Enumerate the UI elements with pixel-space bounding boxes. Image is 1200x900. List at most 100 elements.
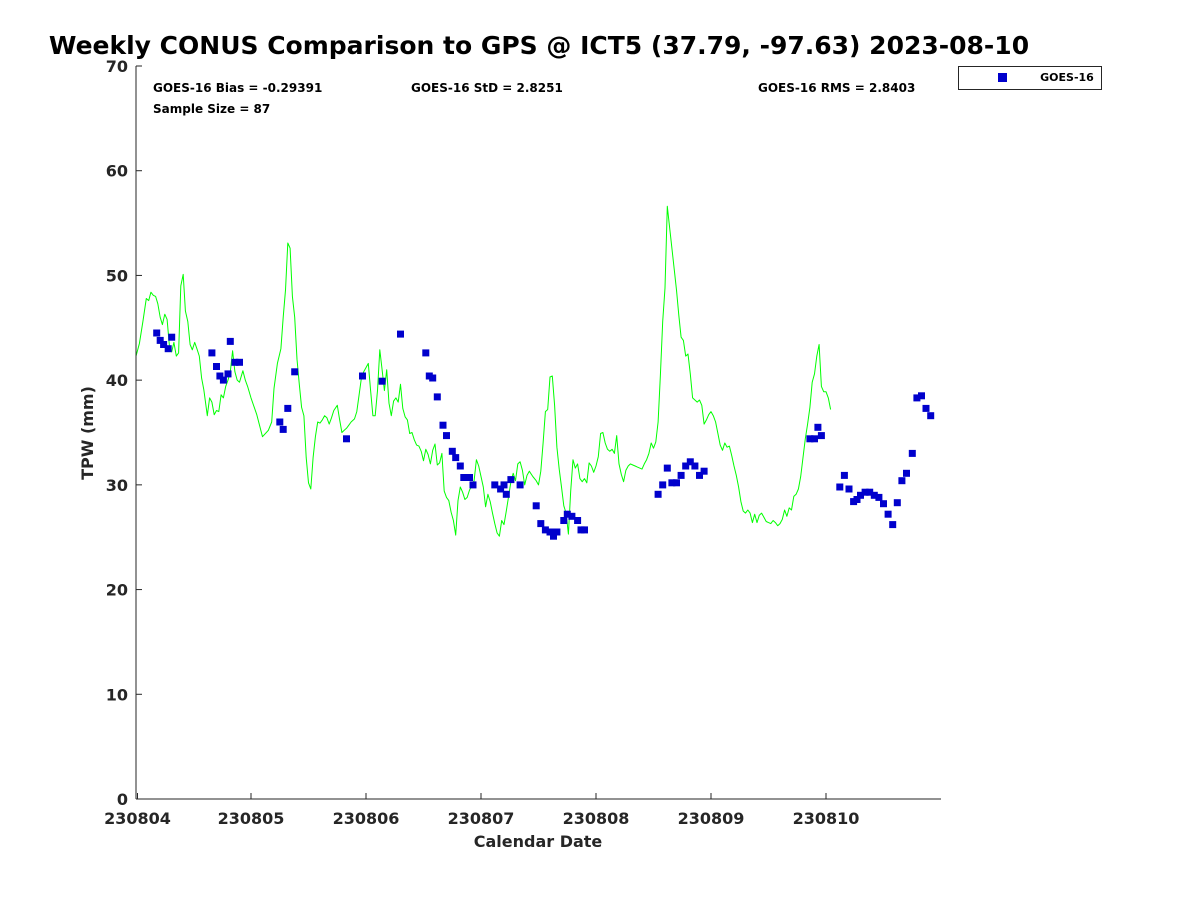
goes-16-point (224, 370, 232, 378)
goes-16-point (918, 392, 925, 400)
x-tick-label: 230805 (218, 809, 285, 828)
goes-16-point (279, 425, 287, 433)
goes-16-point (168, 333, 176, 341)
goes-16-point (581, 526, 588, 534)
goes-16-point (226, 337, 234, 345)
goes-16-point (359, 372, 366, 380)
x-tick-label: 230806 (333, 809, 400, 828)
goes-16-point (853, 496, 861, 503)
goes-16-point (893, 499, 901, 507)
goes-16-point (208, 349, 216, 357)
y-tick-label: 30 (106, 476, 128, 495)
x-tick-label: 230809 (678, 809, 745, 828)
y-tick-label: 60 (106, 162, 128, 181)
goes-16-point (491, 481, 499, 489)
goes-16-point (378, 377, 386, 385)
goes-16-point (811, 435, 818, 443)
goes-16-point (700, 467, 708, 475)
goes-16-point (673, 479, 680, 487)
goes-16-point (840, 471, 848, 479)
goes-16-point (422, 349, 430, 357)
goes-16-point (397, 330, 404, 338)
goes-16-point (870, 491, 878, 499)
goes-16-point (884, 510, 892, 518)
goes-16-point (156, 336, 164, 344)
goes-16-point (857, 491, 864, 499)
goes-16-point (913, 394, 921, 402)
goes-16-point (668, 479, 676, 487)
x-tick-label: 230804 (104, 809, 171, 828)
goes-16-point (507, 476, 515, 484)
goes-16-point (532, 502, 540, 510)
goes-16-point (160, 341, 168, 348)
y-axis-label: TPW (mm) (78, 386, 97, 480)
goes-16-point (568, 512, 576, 520)
goes-16-point (460, 474, 468, 481)
goes-16-point (502, 490, 510, 498)
bias-stat: GOES-16 Bias = -0.29391 (153, 81, 322, 95)
goes-16-point (443, 432, 450, 440)
goes-16-point (469, 481, 477, 489)
goes-16-point (836, 483, 844, 491)
goes-16-point (817, 432, 825, 440)
goes-16-point (682, 462, 690, 470)
goes-16-point (560, 517, 568, 524)
x-tick-label: 230807 (448, 809, 515, 828)
goes-16-point (654, 490, 662, 498)
goes-16-point (814, 423, 822, 431)
goes-16-point (663, 464, 671, 472)
goes-16-point (696, 471, 703, 479)
gps-line (135, 205, 832, 537)
goes-16-point (686, 458, 694, 466)
goes-16-point (497, 485, 505, 493)
gps-series (135, 205, 832, 537)
x-ticks: 230804 230805 230806 230807 230808 230809 2308… (104, 793, 859, 828)
goes-16-point (880, 500, 887, 508)
goes-16-point (875, 493, 883, 501)
goes-16-point (284, 404, 292, 412)
y-tick-label: 70 (106, 57, 128, 76)
goes-16-series (153, 329, 935, 540)
goes-16-point (433, 393, 441, 401)
goes-16-point (861, 488, 869, 496)
goes-16-point (553, 528, 561, 536)
goes-16-point (908, 449, 916, 457)
y-tick-label: 0 (117, 790, 128, 809)
chart-title: Weekly CONUS Comparison to GPS @ ICT5 (3… (49, 31, 1029, 60)
goes-16-point (343, 435, 350, 443)
goes-16-point (276, 418, 284, 426)
goes-16-point (691, 462, 699, 470)
goes-16-point (574, 517, 582, 524)
goes-16-point (677, 471, 685, 479)
x-tick-label: 230808 (563, 809, 630, 828)
goes-16-point (213, 363, 220, 370)
goes-16-point (866, 488, 874, 496)
x-tick-label: 230810 (793, 809, 860, 828)
goes-16-point (291, 368, 299, 376)
goes-16-point (659, 481, 667, 489)
x-axis-label: Calendar Date (474, 832, 603, 851)
y-tick-label: 10 (106, 685, 128, 704)
goes-16-point (537, 520, 545, 528)
goes-16-point (546, 528, 554, 536)
goes-16-point (898, 477, 906, 485)
goes-16-point (448, 447, 456, 455)
axes: 0 10 20 30 40 50 60 70 230804 230805 230806 230807… (104, 57, 941, 828)
goes-16-point (516, 481, 524, 489)
goes-16-point (889, 521, 897, 529)
std-stat: GOES-16 StD = 2.8251 (411, 81, 563, 95)
goes-16-point (231, 358, 239, 366)
goes-16-point (541, 526, 549, 534)
goes-16-point (219, 376, 227, 384)
goes-16-point (466, 474, 473, 481)
goes-16-point (903, 469, 910, 477)
goes-16-point (845, 485, 853, 493)
goes-16-point (922, 404, 930, 412)
goes-16-point (456, 462, 464, 470)
legend: GOES-16 (958, 66, 1102, 90)
goes-16-point (452, 454, 460, 462)
goes-16-point (153, 329, 161, 337)
goes-16-point (563, 510, 571, 518)
